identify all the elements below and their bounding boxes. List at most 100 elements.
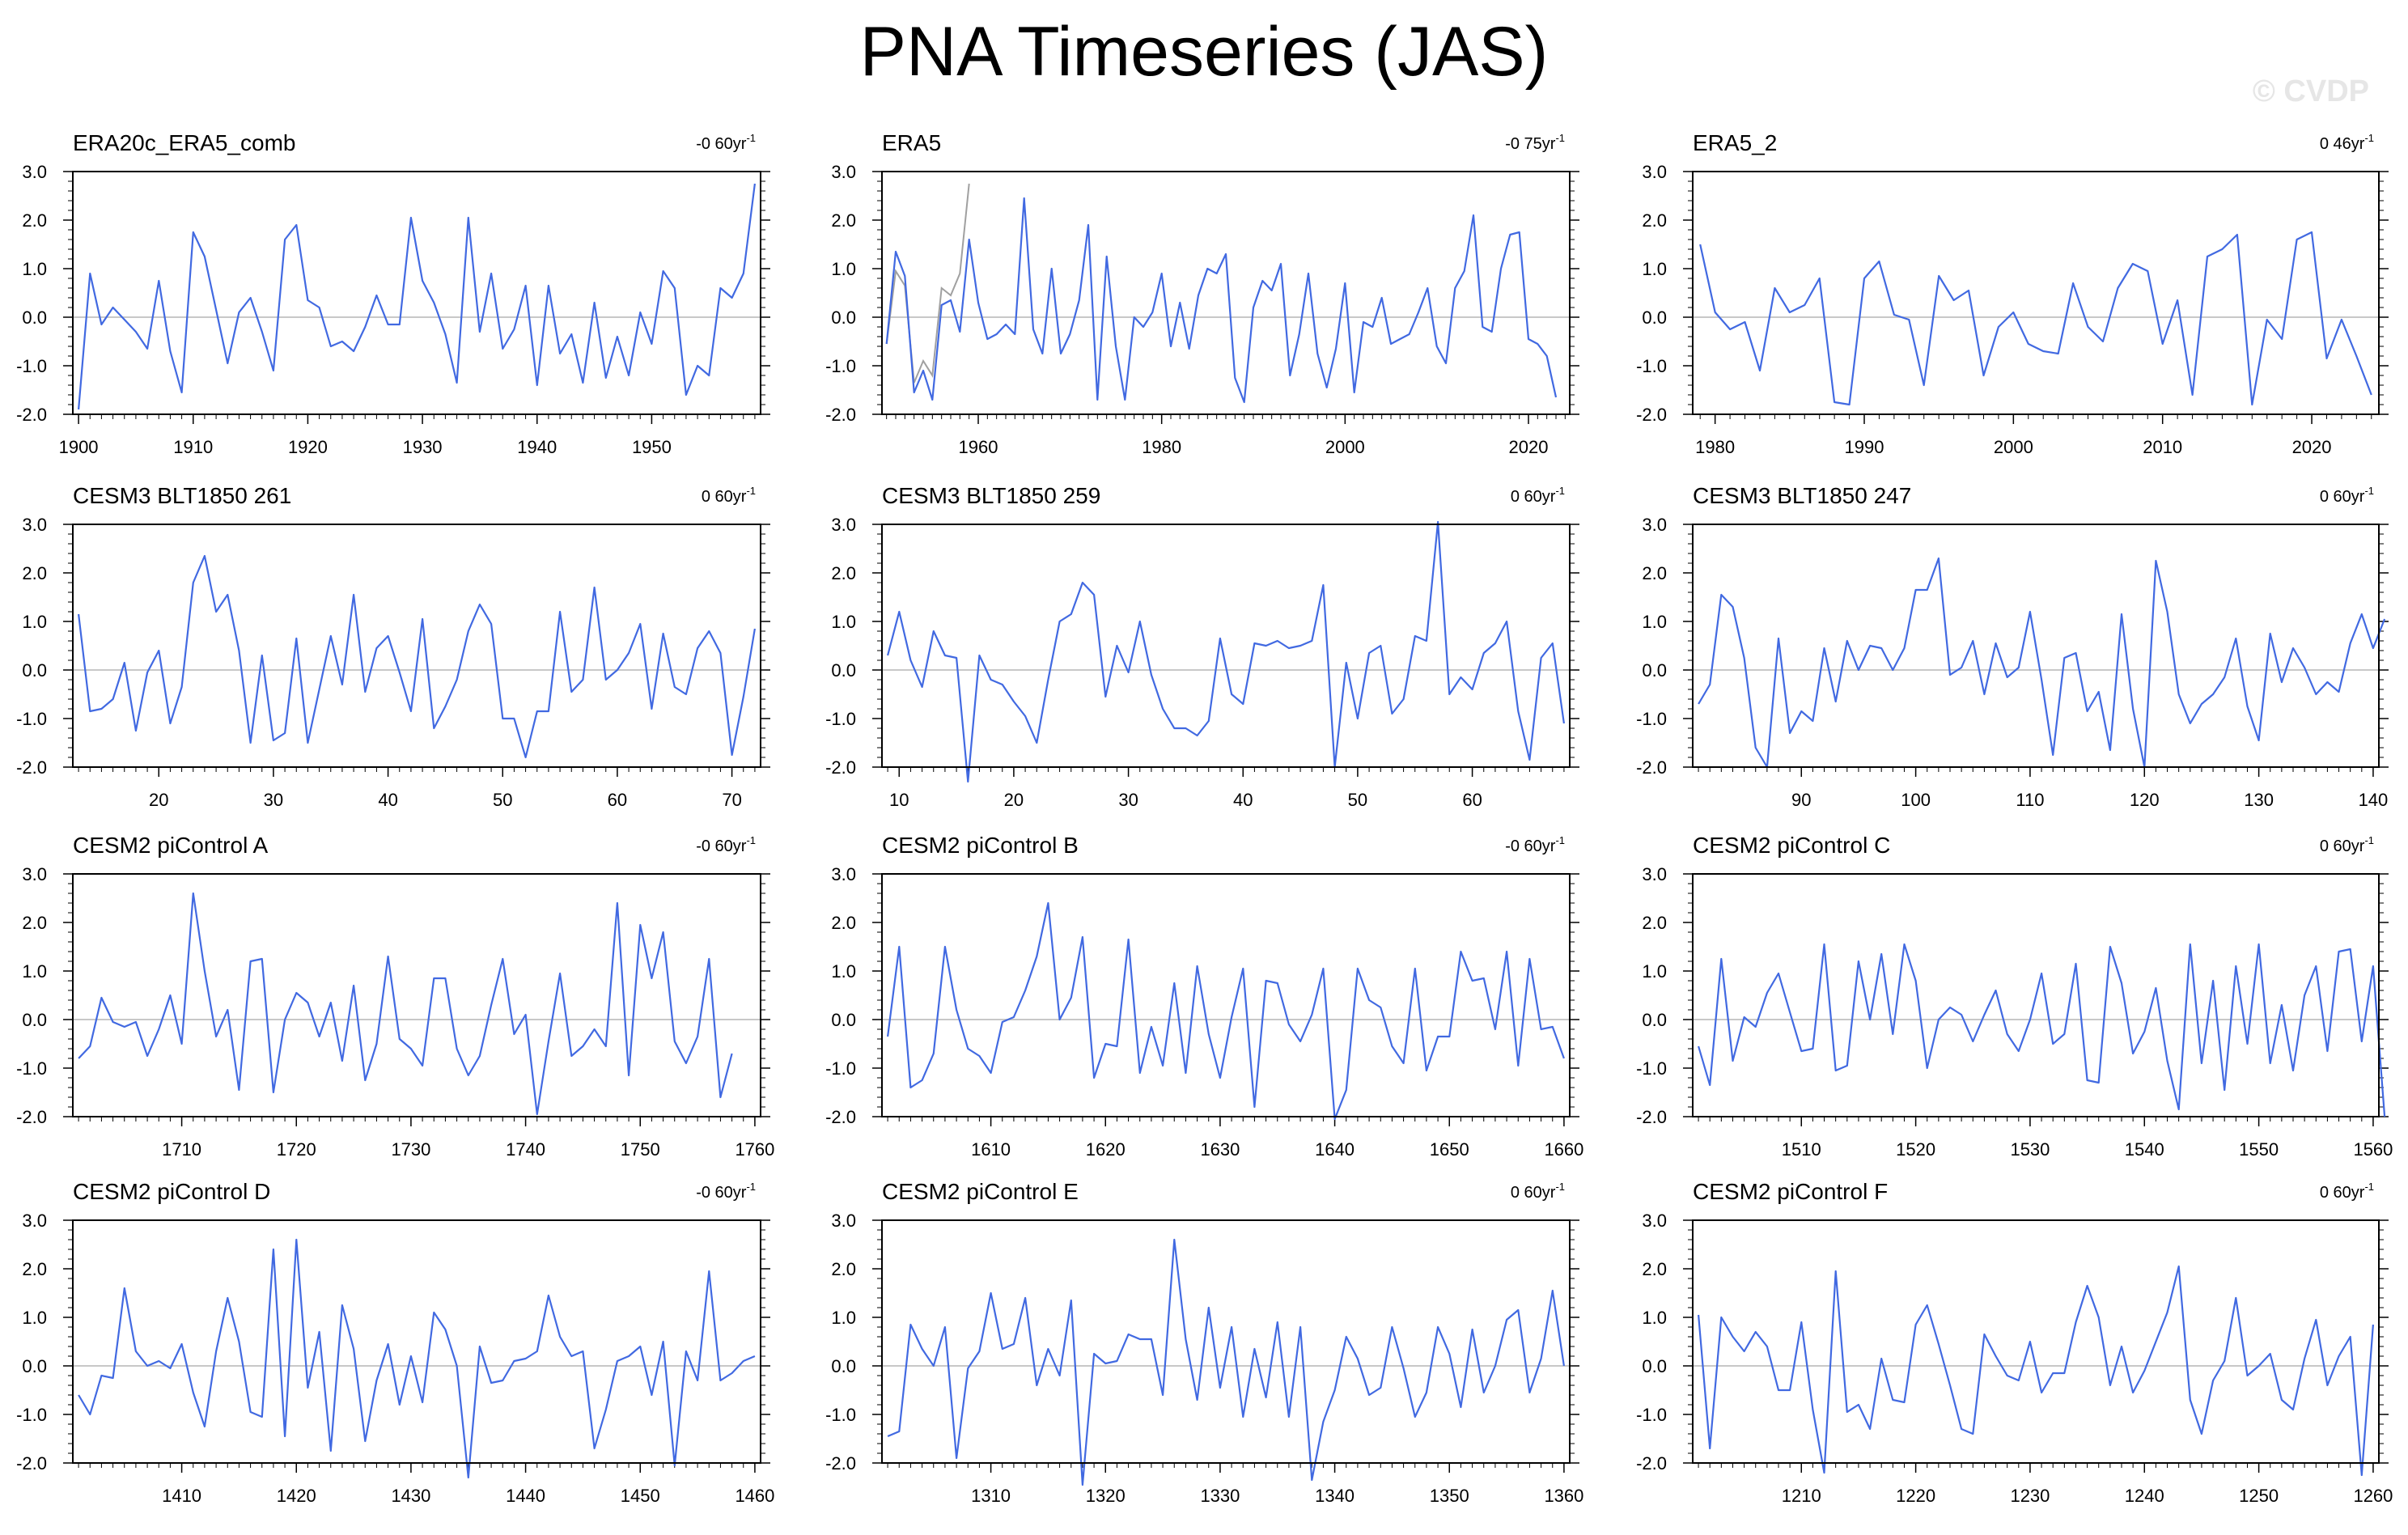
y-tick-label: 2.0 bbox=[1642, 913, 1667, 933]
x-tick-label: 30 bbox=[264, 790, 283, 810]
x-tick-label: 40 bbox=[1233, 790, 1253, 810]
trend-label: 0 60yr-1 bbox=[1511, 485, 1565, 506]
trend-exponent: -1 bbox=[1555, 485, 1565, 497]
x-tick-label: 1520 bbox=[1896, 1139, 1935, 1160]
panel-12: CESM2 piControl F 0 60yr-1 3.0 2.0 1.0 0.0 -1.… bbox=[1636, 1179, 2393, 1506]
y-tick-label: 3.0 bbox=[831, 864, 856, 884]
x-tick-label: 1320 bbox=[1086, 1486, 1126, 1506]
y-tick-label: -2.0 bbox=[825, 405, 856, 425]
panel-title: ERA20c_ERA5_comb bbox=[73, 130, 295, 155]
y-tick-label: -2.0 bbox=[16, 1453, 47, 1474]
trend-value: 0 60yr bbox=[2320, 1184, 2365, 1202]
x-tick-label: 60 bbox=[608, 790, 627, 810]
y-tick-label: 3.0 bbox=[831, 1211, 856, 1231]
y-tick-label: -1.0 bbox=[825, 356, 856, 376]
trend-label: -0 75yr-1 bbox=[1505, 132, 1565, 153]
series-line bbox=[885, 197, 1558, 404]
secondary-series-line bbox=[885, 183, 970, 384]
x-tick-label: 50 bbox=[1348, 790, 1367, 810]
trend-exponent: -1 bbox=[1555, 1181, 1565, 1193]
y-tick-label: -1.0 bbox=[16, 1405, 47, 1425]
trend-exponent: -1 bbox=[1555, 132, 1565, 144]
x-tick-label: 1730 bbox=[391, 1139, 430, 1160]
y-tick-label: 0.0 bbox=[831, 660, 856, 681]
series-line bbox=[78, 1238, 756, 1479]
y-tick-label: -1.0 bbox=[16, 356, 47, 376]
x-tick-label: 1360 bbox=[1544, 1486, 1583, 1506]
y-tick-label: 0.0 bbox=[1642, 660, 1667, 681]
x-tick-label: 1260 bbox=[2353, 1486, 2393, 1506]
x-tick-label: 70 bbox=[722, 790, 741, 810]
y-tick-label: 1.0 bbox=[22, 961, 47, 982]
x-tick-label: 1720 bbox=[277, 1139, 316, 1160]
y-tick-label: 1.0 bbox=[1642, 1308, 1667, 1328]
panel-2: ERA5 -0 75yr-1 3.0 2.0 1.0 0.0 -1.0 -2.0 1960 198… bbox=[825, 130, 1579, 457]
series-line bbox=[887, 901, 1565, 1121]
plot-frame bbox=[72, 873, 761, 1117]
plot-frame bbox=[1692, 171, 2380, 415]
y-tick-label: -1.0 bbox=[825, 1058, 856, 1079]
y-tick-label: 2.0 bbox=[22, 913, 47, 933]
panel-9: CESM2 piControl C 0 60yr-1 3.0 2.0 1.0 0.0 -1.… bbox=[1636, 833, 2393, 1160]
panel-1: ERA20c_ERA5_comb -0 60yr-1 3.0 2.0 1.0 0.0 -1.… bbox=[16, 130, 770, 457]
y-tick-label: 3.0 bbox=[831, 162, 856, 182]
y-tick-label: -2.0 bbox=[825, 757, 856, 778]
x-tick-label: 1900 bbox=[59, 437, 99, 457]
trend-label: 0 60yr-1 bbox=[2320, 485, 2374, 506]
trend-label: 0 60yr-1 bbox=[702, 485, 756, 506]
y-tick-label: -1.0 bbox=[1636, 1405, 1667, 1425]
y-tick-label: 2.0 bbox=[831, 563, 856, 583]
trend-label: -0 60yr-1 bbox=[696, 132, 756, 153]
trend-label: -0 60yr-1 bbox=[696, 1181, 756, 1202]
x-tick-label: 1650 bbox=[1430, 1139, 1469, 1160]
plot-frame bbox=[1692, 873, 2380, 1117]
x-tick-label: 1250 bbox=[2239, 1486, 2279, 1506]
y-tick-label: 3.0 bbox=[831, 515, 856, 535]
y-tick-label: -2.0 bbox=[16, 757, 47, 778]
trend-value: -0 75yr bbox=[1505, 135, 1556, 153]
trend-label: 0 60yr-1 bbox=[2320, 834, 2374, 855]
panel-title: CESM2 piControl D bbox=[73, 1179, 270, 1204]
trend-exponent: -1 bbox=[746, 132, 756, 144]
y-tick-label: -2.0 bbox=[16, 405, 47, 425]
trend-label: 0 46yr-1 bbox=[2320, 132, 2374, 153]
x-tick-label: 2010 bbox=[2143, 437, 2182, 457]
x-tick-label: 2000 bbox=[1325, 437, 1365, 457]
x-tick-label: 1930 bbox=[403, 437, 443, 457]
x-tick-label: 1610 bbox=[971, 1139, 1011, 1160]
x-tick-label: 90 bbox=[1791, 790, 1811, 810]
page-title: PNA Timeseries (JAS) bbox=[859, 13, 1549, 91]
trend-value: 0 60yr bbox=[1511, 1184, 1556, 1202]
trend-value: 0 60yr bbox=[2320, 488, 2365, 506]
x-tick-label: 1220 bbox=[1896, 1486, 1935, 1506]
series-line bbox=[887, 520, 1565, 783]
x-tick-label: 20 bbox=[149, 790, 168, 810]
x-tick-label: 1210 bbox=[1782, 1486, 1821, 1506]
x-tick-label: 120 bbox=[2130, 790, 2160, 810]
y-tick-label: 0.0 bbox=[22, 1010, 47, 1030]
x-tick-label: 1620 bbox=[1086, 1139, 1126, 1160]
trend-value: 0 46yr bbox=[2320, 135, 2365, 153]
trend-label: 0 60yr-1 bbox=[1511, 1181, 1565, 1202]
plot-frame bbox=[1692, 1219, 2380, 1464]
x-tick-label: 1980 bbox=[1142, 437, 1181, 457]
x-tick-label: 1310 bbox=[971, 1486, 1011, 1506]
y-tick-label: 0.0 bbox=[22, 1356, 47, 1376]
trend-value: -0 60yr bbox=[1505, 837, 1556, 855]
y-tick-label: 0.0 bbox=[22, 660, 47, 681]
trend-exponent: -1 bbox=[746, 834, 756, 846]
x-tick-label: 1560 bbox=[2353, 1139, 2393, 1160]
y-tick-label: -2.0 bbox=[1636, 1453, 1667, 1474]
trend-exponent: -1 bbox=[746, 1181, 756, 1193]
panel-title: CESM3 BLT1850 259 bbox=[882, 483, 1100, 508]
trend-value: 0 60yr bbox=[1511, 488, 1556, 506]
panel-8: CESM2 piControl B -0 60yr-1 3.0 2.0 1.0 0.0 -1… bbox=[825, 833, 1583, 1160]
x-tick-label: 40 bbox=[378, 790, 397, 810]
x-tick-label: 1920 bbox=[288, 437, 328, 457]
panel-5: CESM3 BLT1850 259 0 60yr-1 3.0 2.0 1.0 0.0 -1.… bbox=[825, 483, 1579, 810]
y-tick-label: 0.0 bbox=[1642, 307, 1667, 328]
plot-frame bbox=[881, 1219, 1571, 1464]
y-tick-label: 3.0 bbox=[22, 864, 47, 884]
panel-title: ERA5_2 bbox=[1693, 130, 1777, 155]
